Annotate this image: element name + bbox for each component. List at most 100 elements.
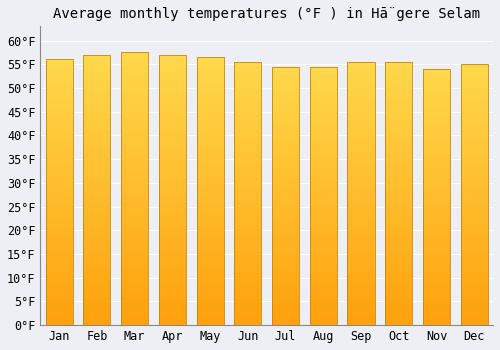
Bar [159, 271, 186, 275]
Bar [46, 188, 73, 193]
Bar [121, 275, 148, 280]
Bar [460, 64, 488, 325]
Bar [385, 264, 412, 268]
Bar [196, 200, 224, 204]
Bar [385, 259, 412, 264]
Bar [460, 290, 488, 295]
Bar [121, 293, 148, 298]
Bar [460, 256, 488, 260]
Bar [460, 169, 488, 173]
Bar [310, 213, 337, 217]
Bar [348, 277, 374, 281]
Bar [272, 174, 299, 179]
Bar [121, 111, 148, 116]
Bar [272, 127, 299, 131]
Bar [385, 303, 412, 308]
Bar [46, 299, 73, 303]
Bar [196, 120, 224, 124]
Bar [348, 294, 374, 299]
Bar [272, 153, 299, 157]
Bar [423, 159, 450, 163]
Bar [348, 163, 374, 167]
Bar [234, 114, 262, 119]
Bar [46, 276, 73, 281]
Bar [84, 267, 110, 271]
Bar [423, 231, 450, 236]
Bar [460, 164, 488, 169]
Bar [196, 262, 224, 267]
Bar [84, 303, 110, 307]
Bar [272, 282, 299, 286]
Bar [348, 75, 374, 79]
Bar [84, 280, 110, 285]
Bar [423, 291, 450, 295]
Bar [234, 237, 262, 242]
Bar [272, 187, 299, 191]
Bar [423, 214, 450, 218]
Bar [385, 316, 412, 321]
Bar [46, 99, 73, 104]
Bar [385, 141, 412, 145]
Bar [272, 118, 299, 122]
Bar [310, 71, 337, 75]
Bar [348, 216, 374, 220]
Bar [121, 321, 148, 325]
Bar [84, 100, 110, 104]
Bar [196, 102, 224, 106]
Bar [234, 229, 262, 233]
Bar [423, 282, 450, 287]
Bar [272, 66, 299, 71]
Bar [159, 312, 186, 316]
Bar [196, 272, 224, 276]
Bar [272, 92, 299, 97]
Bar [121, 234, 148, 239]
Bar [159, 275, 186, 280]
Bar [423, 116, 450, 120]
Bar [272, 200, 299, 204]
Bar [46, 183, 73, 188]
Bar [348, 290, 374, 294]
Bar [121, 79, 148, 84]
Bar [121, 175, 148, 180]
Bar [84, 118, 110, 122]
Bar [196, 321, 224, 325]
Bar [423, 125, 450, 129]
Bar [348, 106, 374, 110]
Bar [121, 261, 148, 266]
Bar [234, 194, 262, 198]
Bar [46, 170, 73, 175]
Bar [385, 79, 412, 84]
Bar [310, 105, 337, 110]
Bar [84, 109, 110, 113]
Bar [423, 146, 450, 150]
Bar [272, 110, 299, 114]
Bar [423, 244, 450, 248]
Bar [310, 75, 337, 79]
Bar [159, 208, 186, 212]
Bar [196, 151, 224, 155]
Bar [84, 226, 110, 231]
Bar [196, 138, 224, 142]
Bar [121, 66, 148, 71]
Bar [84, 239, 110, 244]
Bar [423, 69, 450, 325]
Bar [272, 183, 299, 187]
Bar [196, 285, 224, 289]
Bar [385, 62, 412, 66]
Bar [159, 239, 186, 244]
Bar [310, 127, 337, 131]
Bar [234, 299, 262, 303]
Bar [423, 99, 450, 103]
Bar [310, 97, 337, 101]
Bar [159, 222, 186, 226]
Bar [121, 61, 148, 66]
Bar [423, 278, 450, 282]
Bar [234, 255, 262, 259]
Bar [46, 259, 73, 263]
Bar [310, 157, 337, 161]
Bar [159, 118, 186, 122]
Bar [159, 86, 186, 91]
Bar [234, 79, 262, 84]
Bar [234, 233, 262, 237]
Bar [159, 294, 186, 298]
